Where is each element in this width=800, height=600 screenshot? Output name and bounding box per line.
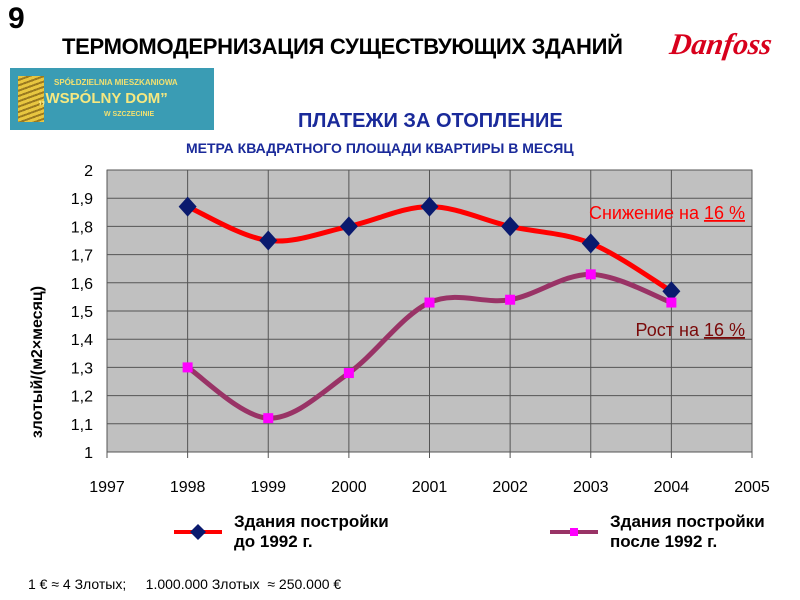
data-point-square <box>666 297 677 308</box>
legend-label-line2: до 1992 г. <box>234 532 313 551</box>
currency-footnote: 1 € ≈ 4 Злотых; 1.000.000 Злотых ≈ 250.0… <box>28 576 342 592</box>
data-point-square <box>424 297 435 308</box>
x-tick-label: 1997 <box>89 479 125 496</box>
data-point-diamond <box>178 196 197 217</box>
data-point-diamond <box>501 216 520 237</box>
legend-marker-square <box>550 528 598 536</box>
x-tick-label: 2001 <box>412 479 448 496</box>
coop-logo: SPÓŁDZIELNIA MIESZKANIOWA „WSPÓLNY DOM” … <box>10 68 214 130</box>
x-tick-label: 2000 <box>331 479 367 496</box>
x-tick-label: 2002 <box>492 479 528 496</box>
coop-logo-line3: W SZCZECINIE <box>104 111 155 118</box>
y-tick-label: 1,8 <box>71 219 93 236</box>
x-tick-label: 2003 <box>573 479 609 496</box>
data-point-diamond <box>259 230 278 251</box>
data-point-diamond <box>581 233 600 254</box>
legend-item-after-1992: Здания постройки после 1992 г. <box>548 512 765 552</box>
x-tick-label: 2004 <box>654 479 690 496</box>
coop-logo-line2: „WSPÓLNY DOM” <box>38 90 168 107</box>
legend-label-line1: Здания постройки <box>234 512 389 531</box>
y-tick-label: 1,3 <box>71 360 93 377</box>
annotation-increase: Рост на 16 % <box>636 320 745 340</box>
data-point-diamond <box>420 196 439 217</box>
y-tick-label: 2 <box>84 163 93 180</box>
y-axis-label: злотый/(м2×месяц) <box>29 286 46 438</box>
coop-logo-line1: SPÓŁDZIELNIA MIESZKANIOWA <box>54 78 178 87</box>
data-point-diamond <box>662 281 681 302</box>
x-tick-label: 1998 <box>170 479 206 496</box>
page-title: ТЕРМОМОДЕРНИЗАЦИЯ СУЩЕСТВУЮЩИХ ЗДАНИЙ <box>62 34 623 59</box>
legend-label-line2: после 1992 г. <box>610 532 718 551</box>
legend-label-line1: Здания постройки <box>610 512 765 531</box>
x-tick-label: 1999 <box>250 479 286 496</box>
data-point-diamond <box>339 216 358 237</box>
y-tick-label: 1,2 <box>71 389 93 406</box>
chart-subtitle: МЕТРА КВАДРАТНОГО ПЛОЩАДИ КВАРТИРЫ В МЕС… <box>186 140 574 156</box>
legend-item-before-1992: Здания постройки до 1992 г. <box>172 512 389 552</box>
y-tick-label: 1,9 <box>71 191 93 208</box>
data-point-square <box>263 413 274 424</box>
data-point-square <box>182 362 193 373</box>
y-tick-label: 1,1 <box>71 417 93 434</box>
y-tick-label: 1,4 <box>71 332 93 349</box>
data-point-square <box>505 294 516 305</box>
y-tick-label: 1,5 <box>71 304 93 321</box>
y-tick-label: 1,7 <box>71 248 93 265</box>
building-icon <box>18 76 44 122</box>
y-tick-label: 1,6 <box>71 276 93 293</box>
chart-title: ПЛАТЕЖИ ЗА ОТОПЛЕНИЕ <box>298 110 563 132</box>
y-tick-label: 1 <box>84 445 93 462</box>
data-point-square <box>343 368 354 379</box>
data-point-square <box>585 269 596 280</box>
slide-number: 9 <box>8 2 25 35</box>
x-tick-label: 2005 <box>734 479 770 496</box>
annotation-decrease: Снижение на 16 % <box>589 203 745 223</box>
legend-marker-diamond <box>174 524 222 540</box>
